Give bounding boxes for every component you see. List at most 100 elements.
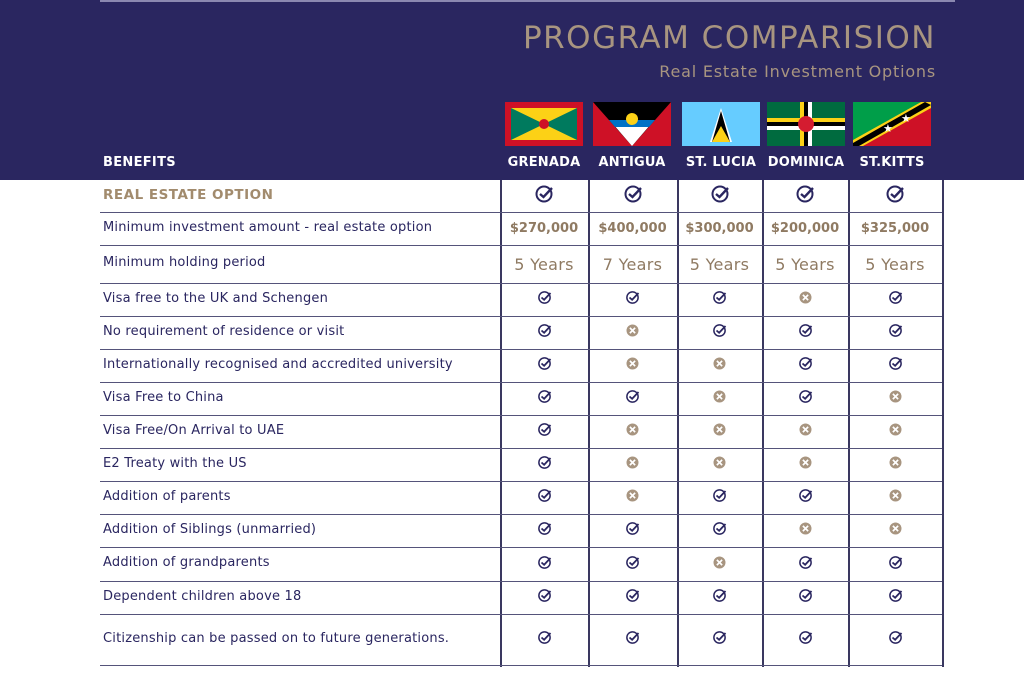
- check-icon: [798, 630, 813, 649]
- cross-icon: [888, 422, 903, 441]
- header-band: [0, 0, 1024, 180]
- check-icon: [888, 588, 903, 607]
- st-lucia-flag: [678, 102, 764, 146]
- table-cell: [762, 582, 848, 614]
- check-icon: [712, 290, 727, 309]
- check-icon: [795, 184, 815, 208]
- table-cell: [762, 515, 848, 547]
- check-icon: [798, 356, 813, 375]
- check-icon: [537, 356, 552, 375]
- holding-period-value: 5 Years: [689, 254, 750, 274]
- amount-value: $400,000: [598, 221, 667, 237]
- antigua-flag: [589, 102, 675, 146]
- table-cell: $300,000: [677, 213, 762, 245]
- table-row: Addition of Siblings (unmarried): [100, 515, 942, 548]
- cross-icon: [798, 422, 813, 441]
- row-label: Minimum investment amount - real estate …: [103, 219, 433, 235]
- table-cell: 5 Years: [500, 246, 588, 283]
- table-row: Dependent children above 18: [100, 582, 942, 615]
- table-cell: [762, 284, 848, 316]
- row-label: Minimum holding period: [103, 255, 266, 270]
- page-subtitle: Real Estate Investment Options: [659, 62, 936, 81]
- table-cell: [848, 180, 942, 212]
- country-header: ST. LUCIA: [678, 92, 764, 170]
- table-cell: [762, 180, 848, 212]
- table-cell: [848, 548, 942, 581]
- check-icon: [712, 521, 727, 540]
- table-cell: [500, 582, 588, 614]
- table-cell: [588, 383, 677, 415]
- cross-icon: [712, 389, 727, 408]
- table-cell: [762, 548, 848, 581]
- dominica-flag: [763, 102, 849, 146]
- row-label: Addition of parents: [103, 488, 231, 504]
- cross-icon: [712, 422, 727, 441]
- check-icon: [888, 323, 903, 342]
- cross-icon: [625, 356, 640, 375]
- table-cell: [677, 615, 762, 665]
- country-name: ST. LUCIA: [685, 155, 757, 170]
- cross-icon: [625, 323, 640, 342]
- check-icon: [625, 555, 640, 574]
- check-icon: [798, 389, 813, 408]
- row-label: Internationally recognised and accredite…: [103, 356, 453, 372]
- benefits-header: BENEFITS: [103, 155, 176, 170]
- check-icon: [625, 290, 640, 309]
- table-cell: $325,000: [848, 213, 942, 245]
- cross-icon: [798, 521, 813, 540]
- table-cell: [588, 515, 677, 547]
- table-row: Visa Free to China: [100, 383, 942, 416]
- table-cell: [677, 284, 762, 316]
- row-label: Addition of Siblings (unmarried): [103, 521, 317, 537]
- check-icon: [537, 323, 552, 342]
- table-cell: 5 Years: [677, 246, 762, 283]
- table-cell: [677, 416, 762, 448]
- table-cell: [588, 449, 677, 481]
- check-icon: [712, 323, 727, 342]
- cross-icon: [625, 422, 640, 441]
- check-icon: [625, 389, 640, 408]
- table-cell: [677, 180, 762, 212]
- table-cell: [588, 180, 677, 212]
- country-header: ★ ★ ST.KITTS: [849, 92, 935, 170]
- table-cell: [588, 416, 677, 448]
- row-label: Visa free to the UK and Schengen: [103, 290, 329, 306]
- check-icon: [537, 488, 552, 507]
- check-icon: [537, 588, 552, 607]
- country-name: ANTIGUA: [598, 155, 666, 170]
- table-cell: [500, 615, 588, 665]
- country-name: ST.KITTS: [859, 155, 925, 170]
- check-icon: [712, 588, 727, 607]
- table-row: REAL ESTATE OPTION: [100, 180, 942, 213]
- row-label: Visa Free/On Arrival to UAE: [103, 422, 285, 438]
- table-cell: [588, 548, 677, 581]
- column-divider: [762, 180, 764, 667]
- check-icon: [625, 588, 640, 607]
- table-cell: [500, 449, 588, 481]
- table-cell: [588, 615, 677, 665]
- check-icon: [537, 389, 552, 408]
- cross-icon: [712, 455, 727, 474]
- table-cell: [677, 449, 762, 481]
- svg-text:★: ★: [901, 112, 911, 125]
- cross-icon: [888, 488, 903, 507]
- table-row: No requirement of residence or visit: [100, 317, 942, 350]
- table-cell: [848, 582, 942, 614]
- table-cell: [848, 383, 942, 415]
- column-divider: [677, 180, 679, 667]
- check-icon: [888, 290, 903, 309]
- country-header: DOMINICA: [763, 92, 849, 170]
- table-cell: [588, 482, 677, 514]
- country-header: GRENADA: [501, 92, 587, 170]
- cross-icon: [625, 488, 640, 507]
- table-cell: $270,000: [500, 213, 588, 245]
- table-cell: [500, 350, 588, 382]
- table-cell: [762, 615, 848, 665]
- table-row: Visa free to the UK and Schengen: [100, 284, 942, 317]
- column-divider: [588, 180, 590, 667]
- row-label: Addition of grandparents: [103, 555, 270, 570]
- check-icon: [537, 455, 552, 474]
- check-icon: [798, 555, 813, 574]
- table-row: Internationally recognised and accredite…: [100, 350, 942, 383]
- column-divider: [500, 180, 502, 667]
